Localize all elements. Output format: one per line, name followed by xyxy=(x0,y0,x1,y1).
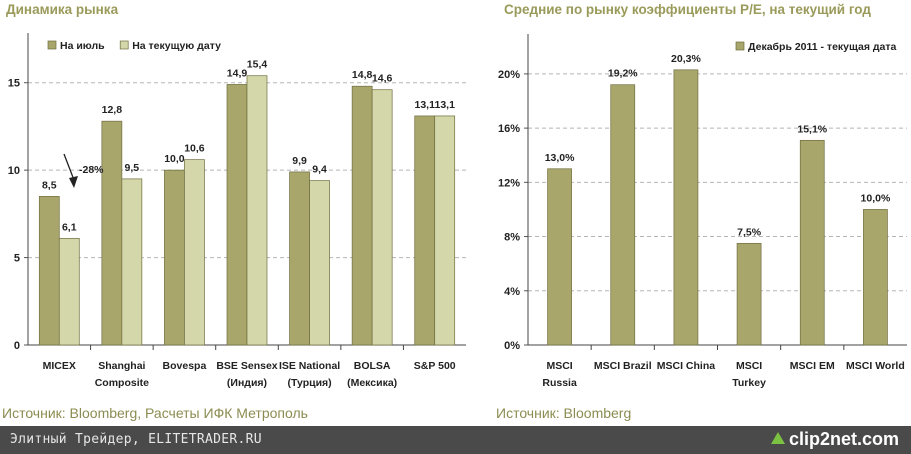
category-label: MICEX xyxy=(43,360,76,372)
data-label: 10,0% xyxy=(861,192,891,204)
category-label: Composite xyxy=(95,377,149,389)
category-label: MSCI China xyxy=(657,360,715,372)
category-label: Russia xyxy=(542,377,577,389)
clip2net-logo-text: clip2net.com xyxy=(788,429,899,449)
footer-bar: Элитный Трейдер, ELITETRADER.RU clip2net… xyxy=(0,426,911,454)
data-label: 14,8 xyxy=(352,69,373,81)
y-tick-label: 0% xyxy=(504,340,520,352)
annotation-arrow xyxy=(63,153,75,181)
bar xyxy=(610,84,636,346)
category-label: Shanghai xyxy=(98,360,145,372)
category-label: S&P 500 xyxy=(414,360,456,372)
y-tick-label: 8% xyxy=(504,232,520,244)
data-label: 7,5% xyxy=(737,226,762,238)
y-tick-label: 12% xyxy=(498,177,520,189)
chart2-source: Источник: Bloomberg xyxy=(496,405,632,421)
category-label: ISE National xyxy=(279,360,340,372)
category-label: Turkey xyxy=(732,377,766,389)
data-label: 10,0 xyxy=(164,153,185,165)
bar xyxy=(184,159,205,346)
y-tick-label: 16% xyxy=(498,123,520,135)
data-label: 13,0% xyxy=(545,152,575,164)
category-label: MSCI xyxy=(736,360,762,372)
bar xyxy=(351,85,373,346)
legend-swatch xyxy=(735,41,745,51)
category-label: MSCI Brazil xyxy=(594,360,652,372)
bar xyxy=(121,178,143,346)
legend-label: Декабрь 2011 - текущая дата xyxy=(748,41,897,53)
bar xyxy=(289,171,310,346)
legend-swatch xyxy=(119,40,129,50)
chart1-source: Источник: Bloomberg, Расчеты ИФК Метропо… xyxy=(2,405,308,421)
bar xyxy=(863,209,888,346)
y-tick-label: 10 xyxy=(8,165,20,177)
category-label: Bovespa xyxy=(163,360,207,372)
legend-label: На июль xyxy=(60,40,105,52)
bar xyxy=(371,89,393,346)
category-label: (Турция) xyxy=(287,377,331,389)
data-label: 15,1% xyxy=(797,123,827,135)
annotation-arrowhead xyxy=(69,176,78,188)
bar xyxy=(673,69,699,346)
y-tick-label: 4% xyxy=(504,286,520,298)
category-label: MSCI xyxy=(546,360,572,372)
chart2-pe-ratios: 0% 4% 8% 12% 16% 20% 13,0% MSCI Russia 19,2% MSCI … xyxy=(498,34,907,389)
data-label: 13,1 xyxy=(414,99,435,111)
category-label: BOLSA xyxy=(354,360,391,372)
data-label: 9,5 xyxy=(125,162,140,174)
data-label: 6,1 xyxy=(62,221,77,233)
bar xyxy=(246,75,268,346)
bar xyxy=(736,242,762,346)
footer-site-text: Элитный Трейдер, ELITETRADER.RU xyxy=(10,432,262,447)
bar xyxy=(309,180,330,346)
bar xyxy=(164,169,185,346)
data-label: 9,4 xyxy=(312,164,327,176)
data-label: 19,2% xyxy=(608,68,638,80)
category-label: BSE Sensex xyxy=(216,360,277,372)
data-label: 14,9 xyxy=(227,67,248,79)
y-tick-label: 15 xyxy=(8,78,20,90)
upload-arrow-icon xyxy=(770,432,785,444)
category-label: (Мексика) xyxy=(347,377,397,389)
bar xyxy=(414,115,436,346)
bar xyxy=(799,139,825,346)
bar xyxy=(38,196,60,346)
data-label: 20,3% xyxy=(671,53,701,65)
y-tick-label: 20% xyxy=(498,69,520,81)
chart1-title: Динамика рынка xyxy=(6,2,119,17)
y-tick-label: 0 xyxy=(14,340,20,352)
legend-swatch xyxy=(47,40,57,50)
bar xyxy=(434,115,456,346)
chart1-market-dynamics: 0 5 10 15 8,5 6,1 MICEX 12,8 9,5 Shanghai Composit… xyxy=(8,33,466,389)
data-label: 14,6 xyxy=(372,73,393,85)
bar xyxy=(547,168,572,346)
category-label: (Индия) xyxy=(227,377,267,389)
bar xyxy=(58,237,80,346)
data-label: 12,8 xyxy=(102,104,123,116)
data-label: 8,5 xyxy=(42,179,57,191)
chart2-title: Средние по рынку коэффициенты P/E, на те… xyxy=(504,2,871,17)
clip2net-logo[interactable]: clip2net.com xyxy=(770,429,899,450)
data-label: 15,4 xyxy=(247,59,268,71)
annotation-label: -28% xyxy=(79,164,104,176)
bar xyxy=(101,120,123,346)
y-tick-label: 5 xyxy=(14,253,20,265)
data-label: 9,9 xyxy=(292,155,307,167)
legend-label: На текущую дату xyxy=(132,40,221,52)
category-label: MSCI World xyxy=(846,360,905,372)
bar xyxy=(226,84,248,346)
data-label: 13,1 xyxy=(434,99,455,111)
data-label: 10,6 xyxy=(184,143,205,155)
category-label: MSCI EM xyxy=(790,360,835,372)
